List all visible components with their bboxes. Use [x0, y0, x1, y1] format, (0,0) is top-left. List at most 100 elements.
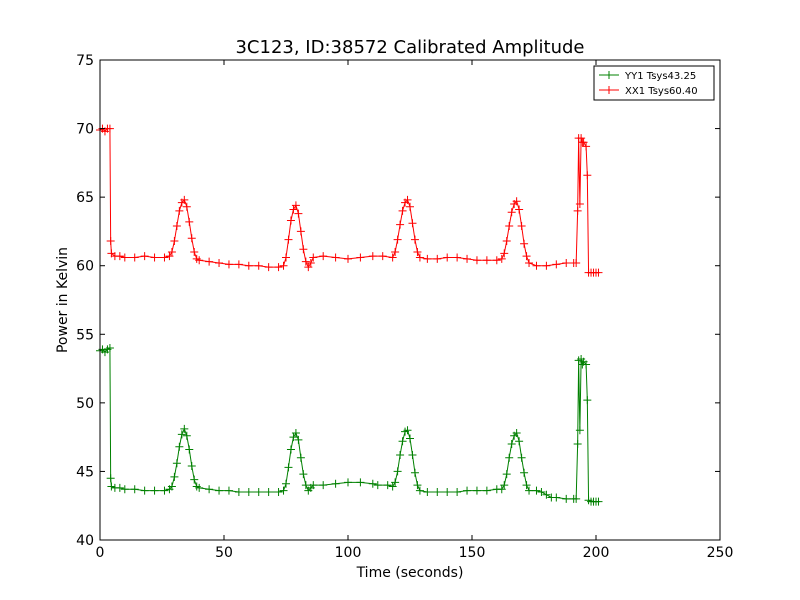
- y-tick-label: 45: [76, 464, 94, 480]
- data-point: [410, 468, 419, 477]
- data-point: [120, 253, 129, 262]
- x-tick-label: 0: [96, 545, 105, 561]
- data-point: [453, 488, 462, 496]
- data-point: [105, 344, 114, 352]
- data-point: [482, 256, 491, 265]
- data-point: [393, 235, 402, 244]
- data-point: [573, 440, 582, 448]
- data-point: [299, 245, 308, 254]
- data-point: [502, 470, 511, 479]
- data-point: [185, 445, 194, 454]
- data-point: [301, 257, 310, 266]
- data-point: [115, 483, 124, 492]
- data-point: [542, 261, 551, 270]
- legend-entry: YY1 Tsys43.25: [599, 71, 696, 82]
- data-point: [396, 450, 405, 459]
- y-tick-label: 50: [76, 396, 94, 412]
- data-point: [234, 260, 243, 269]
- data-point: [289, 205, 298, 214]
- data-point: [175, 206, 184, 215]
- data-point: [512, 197, 521, 206]
- data-point: [398, 206, 407, 215]
- data-point: [552, 260, 561, 269]
- data-point: [167, 482, 176, 491]
- data-point: [296, 227, 305, 236]
- data-point: [356, 478, 365, 487]
- data-point: [408, 450, 417, 459]
- data-point: [160, 486, 169, 495]
- x-tick-label: 150: [459, 545, 486, 561]
- data-point: [579, 138, 588, 147]
- data-point: [304, 263, 313, 272]
- data-point: [378, 252, 387, 261]
- data-point: [319, 481, 328, 490]
- data-point: [472, 256, 481, 265]
- data-point: [331, 253, 340, 262]
- data-point: [512, 429, 521, 438]
- data-point: [356, 253, 365, 262]
- data-point: [396, 220, 405, 229]
- data-point: [244, 261, 253, 270]
- data-point: [254, 488, 263, 496]
- data-point: [573, 206, 582, 215]
- data-point: [502, 237, 511, 246]
- data-point: [507, 208, 516, 217]
- series-layer: [96, 124, 603, 506]
- data-point: [291, 201, 300, 210]
- data-point: [279, 261, 288, 270]
- data-point: [383, 481, 392, 490]
- data-point: [274, 263, 283, 272]
- data-point: [309, 253, 318, 262]
- x-axis-label: Time (seconds): [356, 565, 464, 581]
- data-point: [319, 252, 328, 261]
- data-point: [433, 254, 442, 263]
- data-point: [234, 488, 243, 496]
- legend-box: [593, 65, 715, 101]
- data-point: [344, 254, 352, 263]
- x-tick-label: 250: [707, 545, 734, 561]
- data-point: [105, 124, 114, 133]
- data-point: [299, 470, 308, 479]
- data-point: [542, 490, 551, 499]
- data-point: [463, 254, 472, 263]
- data-point: [205, 257, 214, 266]
- data-point: [130, 485, 139, 494]
- data-point: [415, 253, 424, 262]
- data-point: [594, 268, 603, 277]
- data-point: [165, 252, 174, 261]
- data-point: [552, 493, 561, 502]
- data-point: [282, 253, 290, 262]
- data-point: [525, 258, 534, 267]
- data-point: [507, 440, 516, 448]
- data-point: [391, 478, 400, 487]
- data-point: [150, 486, 159, 495]
- data-point: [537, 488, 546, 496]
- chart-title: 3C123, ID:38572 Calibrated Amplitude: [235, 37, 584, 58]
- data-point: [205, 485, 214, 494]
- data-point: [575, 200, 584, 208]
- data-point: [520, 468, 529, 477]
- data-point: [515, 437, 524, 446]
- data-point: [282, 479, 290, 488]
- data-point: [406, 202, 414, 211]
- data-point: [472, 486, 481, 495]
- data-point: [453, 253, 462, 262]
- data-point: [215, 486, 224, 495]
- data-point: [170, 472, 179, 481]
- data-point: [413, 248, 422, 256]
- data-point: [583, 171, 592, 180]
- data-point: [522, 481, 531, 490]
- data-point: [289, 433, 298, 442]
- data-point: [393, 467, 402, 476]
- series-0: [96, 344, 603, 506]
- data-point: [532, 261, 541, 270]
- data-point: [306, 258, 315, 267]
- data-point: [177, 430, 186, 439]
- data-point: [505, 453, 514, 462]
- data-point: [286, 216, 295, 225]
- data-point: [388, 482, 397, 491]
- data-point: [423, 254, 432, 263]
- data-point: [309, 481, 318, 490]
- data-point: [140, 252, 149, 261]
- data-point: [583, 396, 592, 405]
